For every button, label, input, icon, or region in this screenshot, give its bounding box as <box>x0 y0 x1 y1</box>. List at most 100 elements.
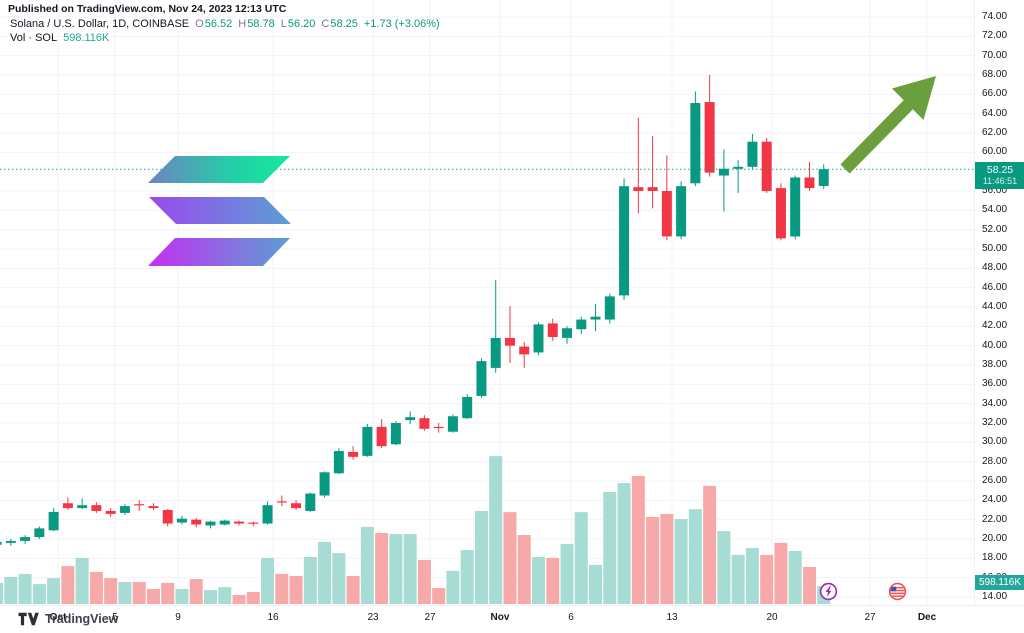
candle <box>205 520 216 529</box>
volume-bar <box>731 554 745 604</box>
price-tick: 60.00 <box>982 146 1008 158</box>
candle <box>604 293 615 324</box>
volume-bar <box>631 475 645 604</box>
open-value: 56.52 <box>204 18 233 30</box>
volume-row: Vol · SOL 598.116K <box>10 32 440 44</box>
time-axis[interactable]: Oct 5 9 16 23 27 Nov 6 13 20 27 Dec <box>0 605 1024 633</box>
solana-logo-bar-middle <box>149 197 291 224</box>
candle <box>804 162 815 192</box>
volume-bar <box>460 550 474 604</box>
volume-bar <box>61 566 75 604</box>
price-tick: 62.00 <box>982 127 1008 138</box>
candle <box>319 471 330 498</box>
price-tick: 32.00 <box>982 417 1008 428</box>
price-tick: 18.00 <box>982 552 1008 564</box>
volume-bar <box>161 582 175 604</box>
time-tick: Nov <box>490 612 510 623</box>
volume-bar <box>703 485 717 604</box>
time-tick: 20 <box>766 612 778 623</box>
symbol-ohlc-row: Solana / U.S. Dollar, 1D, COINBASE O56.52… <box>10 18 440 30</box>
time-tick: 27 <box>864 612 876 623</box>
volume-label: Vol · SOL <box>10 32 58 44</box>
price-tick: 14.00 <box>982 591 1008 602</box>
lightning-event-icon[interactable] <box>819 582 838 601</box>
volume-bar <box>432 588 446 604</box>
volume-bar <box>4 576 18 604</box>
time-tick: 9 <box>175 612 181 623</box>
volume-bar <box>118 582 132 604</box>
candle <box>661 155 672 241</box>
symbol-title[interactable]: Solana / U.S. Dollar, 1D, COINBASE <box>10 18 190 30</box>
candle <box>519 341 530 368</box>
candle <box>775 183 786 241</box>
candle <box>647 135 658 209</box>
price-tick: 68.00 <box>982 69 1008 80</box>
volume-value: 598.116K <box>63 32 110 44</box>
candle <box>362 423 373 457</box>
candle <box>148 503 159 511</box>
close-label: C <box>321 18 330 30</box>
candle <box>733 160 744 193</box>
candle <box>77 498 88 510</box>
price-axis[interactable]: 58.25 11:46:51 598.116K 74.00 72.00 70.00 6… <box>974 0 1024 605</box>
candle <box>633 117 644 214</box>
price-tick: 54.00 <box>982 204 1008 216</box>
volume-bar <box>18 573 32 604</box>
candle <box>134 500 145 511</box>
time-tick: 27 <box>424 612 436 623</box>
candle <box>790 175 801 240</box>
volume-bar <box>232 594 246 604</box>
price-tick: 52.00 <box>982 223 1008 235</box>
time-tick: 13 <box>666 612 678 623</box>
volume-bar <box>32 584 46 604</box>
candle <box>119 504 130 515</box>
volume-bar <box>560 544 574 604</box>
candle <box>676 181 687 240</box>
volume-bar <box>246 591 260 604</box>
volume-bar <box>275 573 289 604</box>
volume-bar <box>403 534 417 604</box>
volume-bar <box>489 456 503 604</box>
published-caption: Published on TradingView.com, Nov 24, 20… <box>8 3 287 15</box>
candle <box>348 446 359 460</box>
volume-bar <box>360 526 374 604</box>
time-tick: 23 <box>367 612 379 623</box>
candle <box>376 419 387 449</box>
price-tick: 46.00 <box>982 281 1008 293</box>
volume-bar <box>660 513 674 604</box>
volume-bar <box>289 575 303 604</box>
time-tick: 16 <box>267 612 279 623</box>
tradingview-logo-icon <box>18 612 39 626</box>
volume-bar <box>788 550 802 604</box>
candle <box>447 414 458 433</box>
candle <box>818 164 829 190</box>
price-tick: 36.00 <box>982 378 1008 390</box>
time-tick: Dec <box>917 612 937 623</box>
open-label: O <box>195 18 204 30</box>
volume-bar <box>346 575 360 604</box>
volume-bar <box>417 560 431 604</box>
candle <box>333 448 344 475</box>
candle <box>176 515 187 525</box>
volume-bar <box>132 582 146 604</box>
candle <box>619 178 630 301</box>
volume-bar <box>474 510 488 604</box>
time-tick: 5 <box>112 612 118 623</box>
volume-bar <box>175 588 189 604</box>
volume-bar <box>646 516 660 604</box>
trend-arrow <box>840 76 936 174</box>
volume-bar <box>774 542 788 604</box>
candle <box>462 394 473 420</box>
current-price-badge: 58.25 11:46:51 <box>975 162 1024 189</box>
price-tick: 24.00 <box>982 494 1008 506</box>
candle <box>504 306 515 364</box>
price-tick: 26.00 <box>982 475 1008 486</box>
price-tick: 48.00 <box>982 262 1008 274</box>
time-tick: 6 <box>568 612 574 623</box>
us-flag-event-icon[interactable] <box>888 582 907 601</box>
candle <box>162 509 173 527</box>
tradingview-attribution[interactable]: TradingView <box>18 612 118 626</box>
change-value: +1.73 (+3.06%) <box>363 18 440 30</box>
